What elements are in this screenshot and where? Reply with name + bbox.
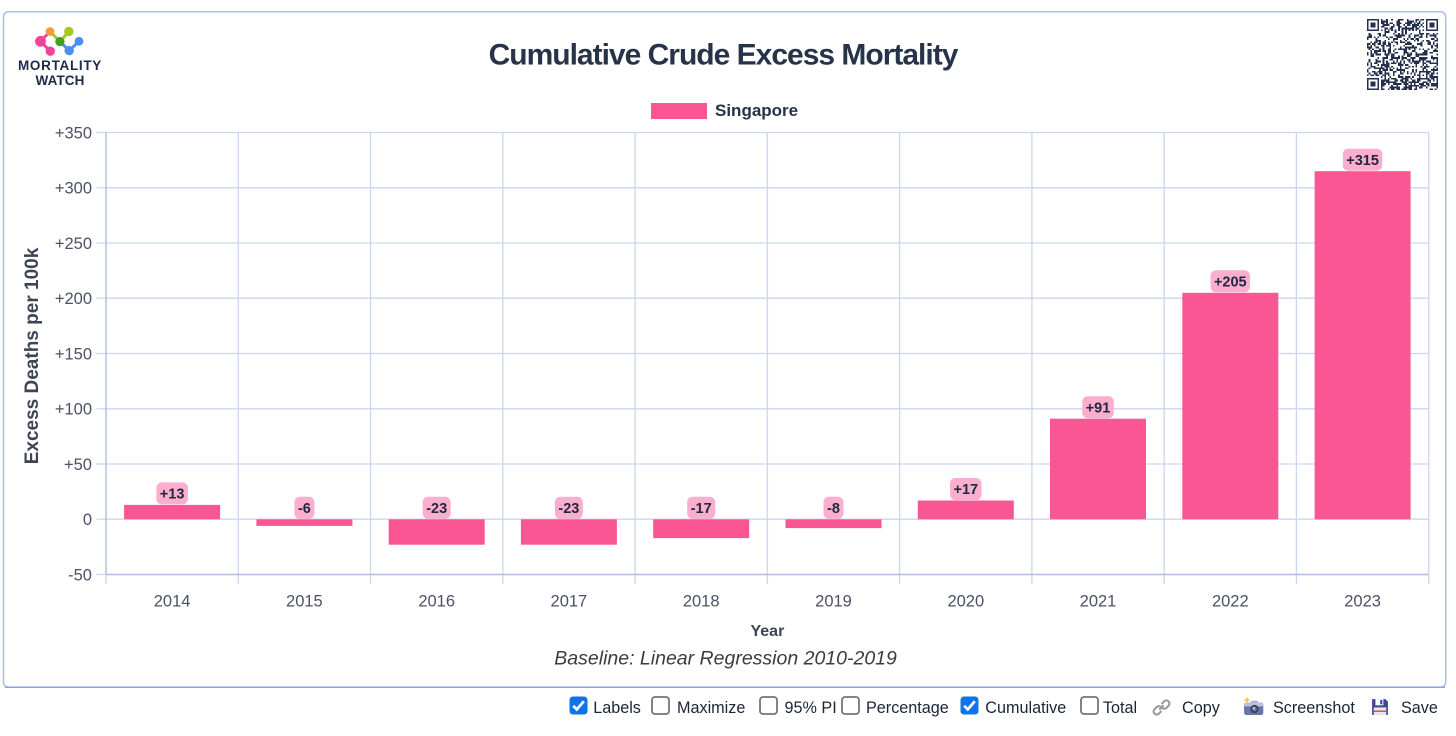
svg-text:-6: -6 [298, 501, 311, 517]
svg-text:+300: +300 [55, 180, 92, 198]
svg-text:+350: +350 [55, 124, 92, 142]
svg-text:2022: 2022 [1212, 592, 1249, 610]
svg-text:+250: +250 [55, 235, 92, 253]
svg-text:-23: -23 [558, 501, 579, 517]
svg-text:2020: 2020 [947, 592, 984, 610]
svg-text:+150: +150 [55, 345, 92, 363]
svg-text:2014: 2014 [154, 592, 191, 610]
svg-text:2021: 2021 [1080, 592, 1117, 610]
svg-text:2019: 2019 [815, 592, 852, 610]
svg-text:Baseline: Linear Regression 20: Baseline: Linear Regression 2010-2019 [554, 648, 897, 670]
svg-text:2023: 2023 [1344, 592, 1381, 610]
svg-text:-8: -8 [827, 501, 840, 517]
svg-text:Year: Year [750, 623, 784, 640]
svg-text:-17: -17 [691, 501, 712, 517]
svg-text:2018: 2018 [683, 592, 720, 610]
svg-text:2017: 2017 [551, 592, 588, 610]
svg-text:Excess Deaths per 100k: Excess Deaths per 100k [22, 247, 43, 464]
svg-text:-50: -50 [68, 566, 92, 584]
svg-text:0: 0 [83, 511, 92, 529]
svg-text:+205: +205 [1214, 275, 1247, 291]
svg-text:2015: 2015 [286, 592, 323, 610]
svg-text:+91: +91 [1086, 400, 1111, 416]
svg-text:+100: +100 [55, 401, 92, 419]
svg-text:+50: +50 [64, 456, 92, 474]
svg-text:+200: +200 [55, 290, 92, 308]
svg-text:+17: +17 [953, 482, 978, 498]
svg-text:Cumulative Crude Excess Mortal: Cumulative Crude Excess Mortality [489, 39, 959, 72]
svg-text:+13: +13 [160, 487, 185, 503]
svg-text:Singapore: Singapore [715, 101, 798, 120]
svg-text:2016: 2016 [418, 592, 455, 610]
svg-text:+315: +315 [1346, 153, 1379, 169]
svg-text:-23: -23 [426, 501, 447, 517]
